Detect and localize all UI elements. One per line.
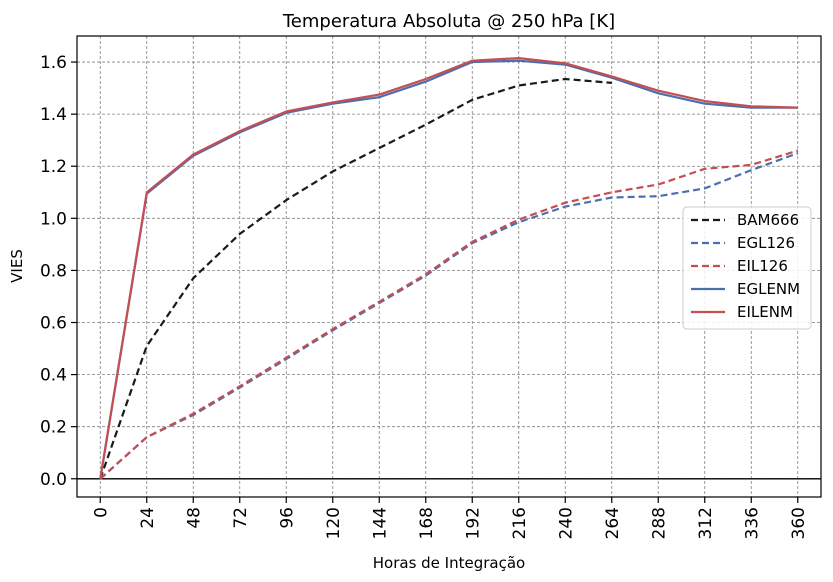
x-tick-label: 24: [138, 507, 158, 529]
y-tick-label: 1.4: [40, 105, 67, 125]
x-tick-label: 360: [789, 507, 809, 539]
y-tick-label: 0.8: [40, 261, 67, 281]
y-tick-label: 0.6: [40, 313, 67, 333]
legend-label-bam666: BAM666: [737, 211, 799, 229]
y-tick-label: 1.2: [40, 157, 67, 177]
x-tick-label: 240: [556, 507, 576, 539]
series-line-eglenm: [99, 59, 798, 479]
x-tick-label: 96: [277, 507, 297, 529]
series-layer: [99, 56, 799, 480]
legend-label-eilenm: EILENM: [737, 303, 793, 321]
plot-frame: [76, 35, 822, 498]
y-tick-label: 1.6: [40, 53, 67, 73]
y-tick-label: 0.2: [40, 418, 67, 438]
x-tick-label: 168: [417, 507, 437, 539]
legend-label-eglenm: EGLENM: [737, 280, 800, 298]
legend: BAM666 EGL126 EIL126 EGLENM EILENM: [682, 206, 812, 330]
x-tick-label: 216: [510, 507, 530, 539]
legend-label-egl126: EGL126: [737, 234, 795, 252]
series-line-eilenm: [99, 56, 798, 479]
x-tick-label: 0: [91, 507, 111, 518]
y-tick-label: 1.0: [40, 209, 67, 229]
x-tick-label: 120: [324, 507, 344, 539]
tick-layer: 0 24 48 72 96 120 144 168 192 216 240 264 288 312 336 3…: [40, 53, 809, 539]
x-tick-label: 288: [649, 507, 669, 539]
x-tick-label: 312: [696, 507, 716, 539]
y-axis-label: VIES: [8, 249, 26, 283]
x-tick-label: 144: [370, 507, 390, 539]
x-tick-label: 192: [463, 507, 483, 539]
legend-box: [682, 206, 812, 330]
x-tick-label: 264: [603, 507, 623, 539]
x-tick-label: 336: [742, 507, 762, 539]
y-tick-label: 0.4: [40, 366, 67, 386]
x-tick-label: 48: [184, 507, 204, 529]
x-tick-label: 72: [231, 507, 251, 529]
series-line-bam666: [99, 77, 612, 480]
x-axis-label: Horas de Integração: [373, 554, 525, 572]
legend-label-eil126: EIL126: [737, 257, 788, 275]
chart-title: Temperatura Absoluta @ 250 hPa [K]: [282, 11, 615, 32]
series-line-eil126: [99, 149, 799, 480]
y-tick-label: 0.0: [40, 470, 67, 490]
